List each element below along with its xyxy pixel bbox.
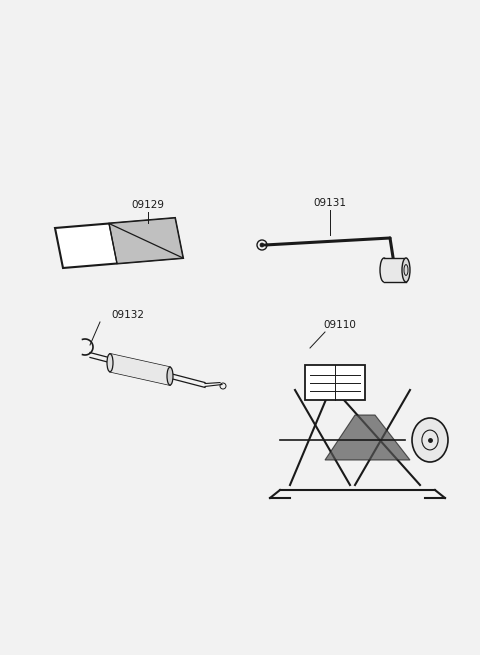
Circle shape xyxy=(260,243,264,247)
Text: 09131: 09131 xyxy=(313,198,347,208)
Ellipse shape xyxy=(380,258,388,282)
Polygon shape xyxy=(109,218,183,263)
Text: 09132: 09132 xyxy=(111,310,144,320)
Text: 09129: 09129 xyxy=(132,200,165,210)
Bar xyxy=(305,365,365,400)
Polygon shape xyxy=(110,354,170,385)
Bar xyxy=(384,258,406,282)
Ellipse shape xyxy=(412,418,448,462)
Polygon shape xyxy=(325,415,410,460)
Ellipse shape xyxy=(107,354,113,372)
Ellipse shape xyxy=(167,367,173,385)
Text: 09110: 09110 xyxy=(324,320,357,330)
Polygon shape xyxy=(55,218,183,268)
Ellipse shape xyxy=(402,258,410,282)
